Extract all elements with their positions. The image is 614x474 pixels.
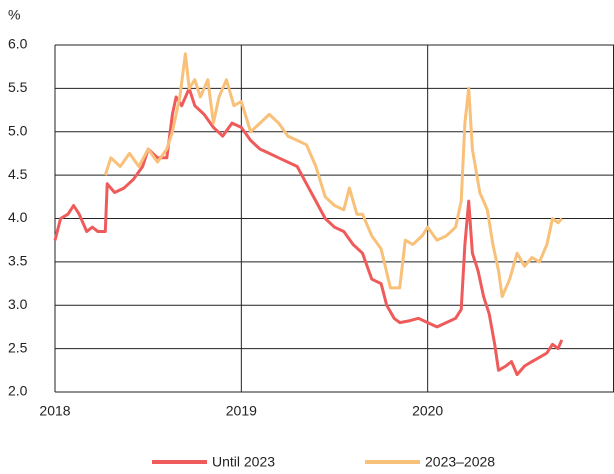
x-tick-label: 2018 [39, 403, 70, 419]
line [53, 86, 564, 377]
legend-label: 2023–2028 [425, 454, 495, 470]
x-tick-label: 2020 [412, 403, 443, 419]
y-tick-label: 3.0 [8, 296, 28, 312]
legend-label: Until 2023 [212, 454, 275, 470]
y-tick-label: 5.5 [8, 79, 28, 95]
x-tick-label: 2019 [226, 403, 257, 419]
y-tick-label: 4.5 [8, 166, 28, 182]
y-axis-label: % [8, 7, 20, 23]
y-tick-label: 4.0 [8, 209, 28, 225]
y-tick-label: 6.0 [8, 36, 28, 52]
y-tick-label: 5.0 [8, 122, 28, 138]
y-tick-label: 2.5 [8, 339, 28, 355]
y-tick-label: 2.0 [8, 383, 28, 399]
y-tick-label: 3.5 [8, 253, 28, 269]
line [103, 52, 563, 299]
